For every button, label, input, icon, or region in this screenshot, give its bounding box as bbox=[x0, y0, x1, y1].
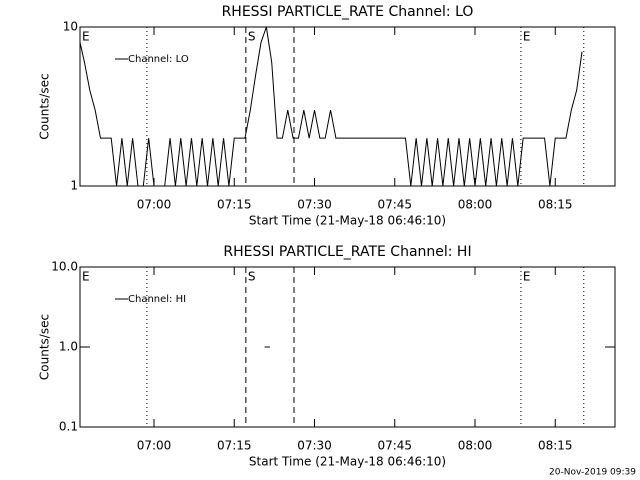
x-tick-label: 07:45 bbox=[377, 439, 412, 453]
event-label: E bbox=[523, 30, 531, 44]
x-tick-label: 07:15 bbox=[217, 198, 252, 212]
event-label: S bbox=[248, 270, 256, 284]
x-tick-label: 08:00 bbox=[458, 439, 493, 453]
x-tick-label: 07:15 bbox=[217, 439, 252, 453]
event-label: E bbox=[523, 270, 531, 284]
x-tick-label: 08:15 bbox=[538, 439, 573, 453]
data-line bbox=[79, 26, 583, 187]
event-label: E bbox=[82, 30, 90, 44]
y-tick-label: 10.0 bbox=[51, 260, 78, 274]
plot-frame bbox=[79, 266, 616, 428]
plot-frame bbox=[79, 26, 616, 187]
x-tick-label: 07:45 bbox=[377, 198, 412, 212]
x-tick-label: 07:30 bbox=[297, 439, 332, 453]
y-tick-label: 0.1 bbox=[59, 420, 78, 434]
event-label: S bbox=[248, 30, 256, 44]
footer: 20-Nov-2019 09:39 bbox=[549, 468, 636, 478]
y-tick-label: 1.0 bbox=[59, 340, 78, 354]
event-label: E bbox=[82, 270, 90, 284]
x-tick-label: 07:30 bbox=[297, 198, 332, 212]
y-axis-label: Counts/sec bbox=[38, 314, 52, 380]
y-axis-label: Counts/sec bbox=[38, 73, 52, 139]
x-axis-label: Start Time (21-May-18 06:46:10) bbox=[249, 214, 446, 228]
x-tick-label: 07:00 bbox=[137, 198, 172, 212]
x-tick-label: 08:00 bbox=[458, 198, 493, 212]
legend-label: Channel: LO bbox=[128, 54, 189, 65]
x-tick-label: 07:00 bbox=[137, 439, 172, 453]
legend-label: Channel: HI bbox=[128, 294, 186, 305]
x-axis-label: Start Time (21-May-18 06:46:10) bbox=[249, 455, 446, 469]
chart-title: RHESSI PARTICLE_RATE Channel: LO bbox=[222, 4, 474, 20]
y-tick-label: 1 bbox=[70, 179, 78, 193]
x-tick-label: 08:15 bbox=[538, 198, 573, 212]
chart-title: RHESSI PARTICLE_RATE Channel: HI bbox=[223, 244, 471, 260]
y-tick-label: 10 bbox=[63, 20, 78, 34]
